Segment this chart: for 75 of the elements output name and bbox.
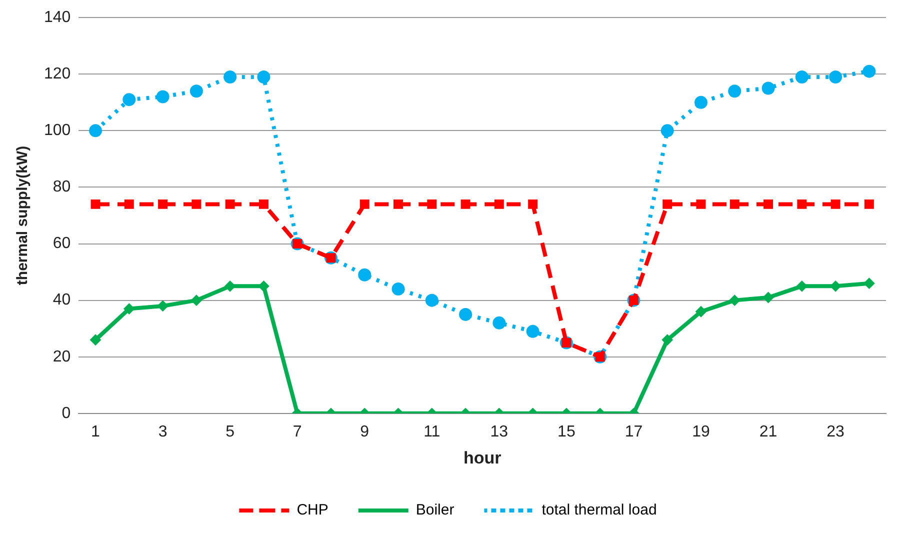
point [124,199,134,209]
point [662,334,673,346]
y-tick-label: 60 [52,235,71,252]
x-tick-label: 1 [91,423,100,440]
point [830,199,840,209]
x-tick-label: 3 [158,423,168,440]
point [460,199,470,209]
x-tick-label: 21 [759,423,778,440]
y-tick-label: 40 [52,292,71,309]
point [662,199,672,209]
legend-label: total thermal load [542,502,657,519]
point [764,199,774,209]
y-tick-label: 120 [44,66,71,83]
point [694,96,708,109]
point [258,199,268,209]
point [762,292,774,303]
y-tick-label: 20 [52,348,71,366]
point [360,199,370,209]
point [762,82,775,95]
point [830,280,842,292]
point [864,278,875,289]
point [862,64,876,78]
point [864,199,874,209]
x-axis-title: hour [463,448,502,468]
point [528,199,538,209]
point [258,280,270,292]
y-tick-label: 140 [44,9,71,26]
point [89,124,102,138]
point [257,70,270,84]
x-tick-label: 19 [692,423,710,440]
point [695,306,706,318]
point [829,70,842,84]
point [494,199,504,209]
x-tick-label: 9 [360,423,370,440]
y-tick-label: 0 [62,404,71,422]
point [394,199,403,209]
point [124,303,135,314]
point [797,199,807,209]
x-tick-label: 15 [558,423,576,440]
point [225,199,235,209]
point [696,199,706,209]
x-tick-label: 13 [490,423,508,440]
x-tick-label: 11 [424,423,440,440]
point [122,93,136,106]
point [156,90,170,104]
point [459,308,472,321]
legend-label: Boiler [416,502,454,519]
point [190,294,202,306]
point [392,282,405,296]
legend-label: CHP [296,502,328,519]
point [90,199,100,209]
x-tick-label: 23 [826,423,845,440]
x-tick-label: 5 [226,423,235,440]
point [795,70,808,84]
point [728,84,742,98]
point [427,199,437,209]
point [660,124,674,138]
x-tick-label: 17 [624,423,643,440]
point [224,70,237,84]
point [190,84,203,98]
point [90,334,102,346]
point [158,199,168,209]
point [425,294,438,307]
y-axis-title: thermal supply(kW) [14,146,32,286]
y-tick-label: 80 [52,178,71,196]
x-tick-label: 7 [292,423,302,440]
point [492,316,506,330]
point [730,199,740,209]
point [796,280,808,292]
point [157,300,168,312]
point [729,294,740,306]
point [526,324,540,338]
point [192,199,202,209]
y-tick-label: 100 [44,122,71,140]
point [358,268,372,282]
